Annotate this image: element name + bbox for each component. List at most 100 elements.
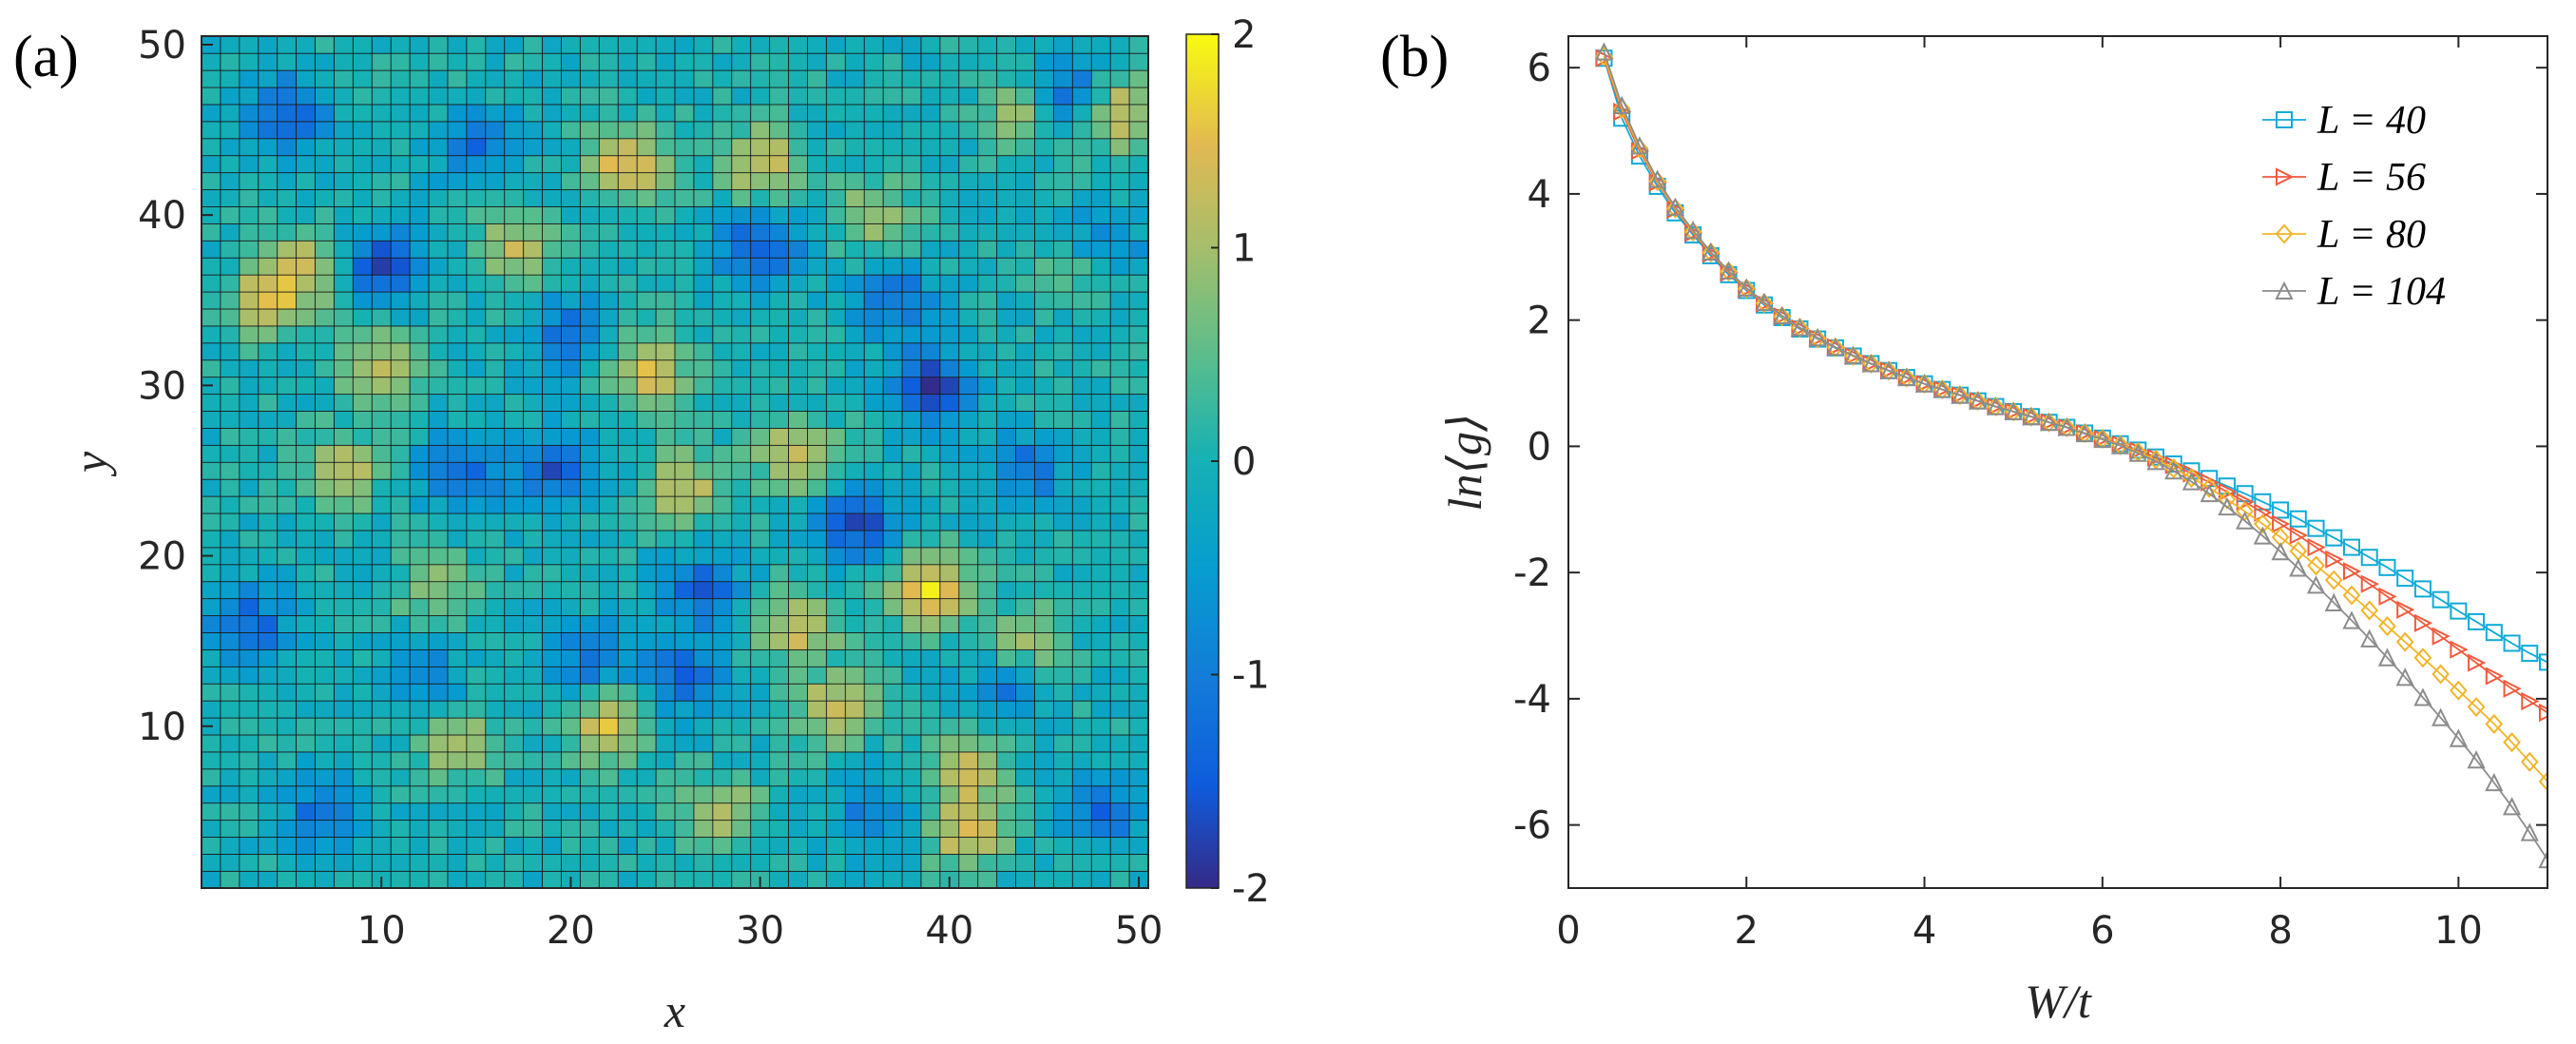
heatmap-cell [352,257,374,276]
heatmap-cell [542,308,563,327]
heatmap-cell [579,240,601,259]
heatmap-cell [428,154,449,174]
heatmap-cell [920,171,941,191]
heatmap-cell [258,274,279,293]
heatmap-cell [315,564,336,583]
heatmap-cell [409,325,430,344]
heatmap-cell [485,87,506,106]
heatmap-cell [1090,512,1111,532]
data-point [2413,687,2432,706]
heatmap-cell [579,547,601,566]
data-point [2200,483,2219,503]
heatmap-cell [561,52,582,71]
heatmap-cell [258,495,279,514]
heatmap-cell [523,274,544,293]
heatmap-cell [806,461,828,480]
heatmap-cell [277,666,298,685]
heatmap-cell [693,478,714,497]
heatmap-cell [220,359,240,378]
heatmap-cell [315,495,336,514]
heatmap-cell [277,530,298,549]
heatmap-cell [958,121,979,140]
heatmap-cell [1128,35,1149,54]
heatmap-cell [939,87,960,106]
heatmap-cell [485,188,506,207]
heatmap-cell [769,171,790,191]
heatmap-cell [523,580,544,600]
heatmap-cell [674,104,695,123]
heatmap-cell [769,547,790,566]
heatmap-cell [504,648,525,667]
heatmap-cell [1128,853,1149,872]
heatmap-cell [258,631,279,650]
heatmap-cell [1071,564,1092,583]
data-point [2503,732,2521,753]
heatmap-cell [561,580,582,600]
heatmap-cell [920,631,941,650]
heatmap-cell [1052,564,1074,583]
heatmap-cell [315,171,336,191]
heatmap-cell [542,734,563,753]
heatmap-cell [579,512,601,532]
heatmap-cell [958,666,979,685]
heatmap-cell [1109,700,1130,719]
heatmap-cell [712,444,733,463]
heatmap-cell [371,751,392,770]
heatmap-cell [239,530,260,549]
legend-label: L = 40 [2316,99,2426,143]
heatmap-cell [1052,188,1074,207]
heatmap-cell [1090,700,1111,719]
heatmap-cell [390,648,411,667]
heatmap-cell [731,853,752,872]
heatmap-cell [674,393,695,412]
heatmap-cell [277,580,298,600]
heatmap-cell [693,836,714,855]
heatmap-cell [598,410,619,429]
heatmap-cell [1109,564,1130,583]
heatmap-cell [447,648,468,667]
heatmap-cell [863,819,884,838]
heatmap-cell [409,376,430,396]
heatmap-cell [428,819,449,838]
heatmap-cell [485,104,506,123]
heatmap-cell [409,631,430,650]
heatmap-cell [428,751,449,770]
heatmap-cell [996,853,1017,872]
heatmap-cell [428,785,449,804]
heatmap-cell [617,188,638,207]
heatmap-cell [731,870,752,889]
heatmap-cell [825,478,847,497]
heatmap-cell [844,342,865,361]
heatmap-cell [579,427,601,446]
heatmap-cell [428,427,449,446]
heatmap-cell [1128,427,1149,446]
heatmap-cell [258,597,279,617]
heatmap-cell [1071,717,1092,736]
heatmap-cell [1090,52,1111,71]
heatmap-cell [636,393,657,412]
heatmap-cell [390,666,411,685]
heatmap-cell [958,512,979,532]
heatmap-cell [977,819,998,838]
heatmap-cell [920,87,941,106]
data-point [1720,261,1738,282]
heatmap-cell [523,52,544,71]
heatmap-cell [598,308,619,327]
heatmap-cell [825,751,847,770]
heatmap-cell [485,614,506,633]
heatmap-cell [1128,819,1149,838]
heatmap-cell [1052,734,1074,753]
heatmap-cell [352,512,374,532]
heatmap-cell [788,802,809,822]
heatmap-cell [863,274,884,293]
heatmap-cell [996,171,1017,191]
heatmap-cell [1052,853,1074,872]
heatmap-cell [882,427,903,446]
heatmap-cell [258,222,279,242]
heatmap-cell [1015,291,1036,310]
heatmap-cell [504,138,525,157]
heatmap-cell [636,666,657,685]
heatmap-cell [1090,836,1111,855]
heatmap-cell [333,359,355,378]
heatmap-cell [201,648,221,667]
